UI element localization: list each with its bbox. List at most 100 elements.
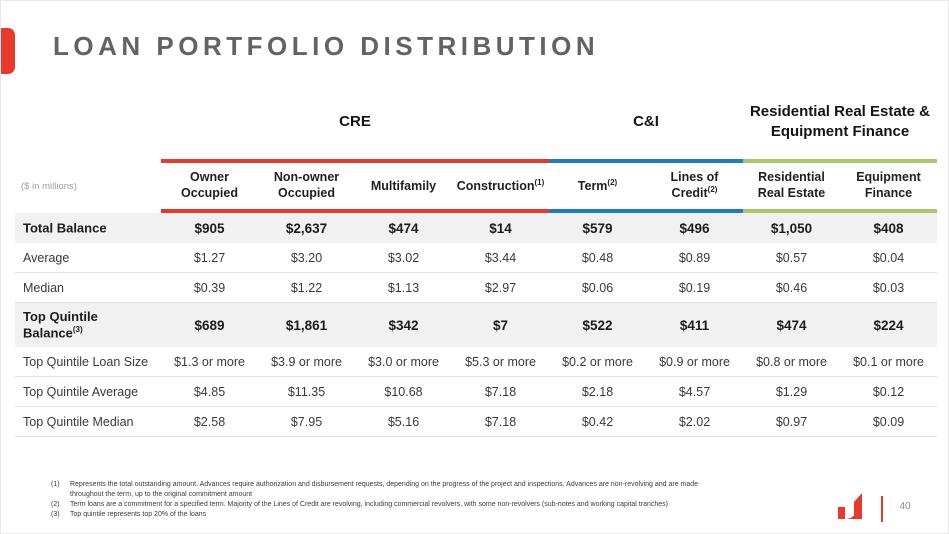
- cell: $5.16: [387, 414, 420, 429]
- footnote-number: (2): [51, 501, 60, 509]
- cell: $1,861: [285, 317, 328, 333]
- footnote-number: (1): [51, 481, 60, 488]
- group-header-ci: C&I: [633, 112, 659, 130]
- page-title: LOAN PORTFOLIO DISTRIBUTION: [53, 31, 600, 61]
- cell: $2.58: [193, 414, 226, 429]
- table-row-top-quintile-loan-size: Top Quintile Loan Size $1.3 or more $3.9…: [15, 347, 937, 377]
- col-header-label: Lines of Credit: [670, 169, 719, 201]
- group-header-cre: CRE: [339, 112, 371, 130]
- group-header-row: CRE C&I Residential Real Estate & Equipm…: [15, 84, 937, 159]
- cell: $0.57: [775, 250, 808, 265]
- row-label: Top Quintile Average: [23, 385, 139, 400]
- cell: $11.35: [287, 384, 326, 399]
- cell: $905: [194, 220, 225, 236]
- cell: $522: [582, 317, 613, 333]
- col-header-label: Construction: [456, 178, 535, 193]
- cell: $0.19: [678, 280, 711, 295]
- row-label: Total Balance: [23, 220, 107, 236]
- col-header-term: Term(2): [549, 178, 646, 195]
- cell: $1.13: [387, 280, 420, 295]
- group-color-bar-top: [15, 159, 937, 163]
- cell: $496: [679, 220, 710, 236]
- row-label: Average: [23, 251, 70, 266]
- col-header-residential-real-estate: Residential Real Estate: [743, 170, 840, 202]
- row-label: Top Quintile Loan Size: [23, 355, 149, 370]
- cell: $0.1 or more: [853, 354, 924, 369]
- footnote-1: (1) Represents the total outstanding amo…: [51, 480, 719, 500]
- cell: $1.27: [193, 250, 226, 265]
- col-header-label: Residential Real Estate: [757, 169, 826, 201]
- group-header-residential-equipment: Residential Real Estate & Equipment Fina…: [749, 103, 931, 140]
- cell: $3.02: [387, 250, 420, 265]
- col-header-owner-occupied: Owner Occupied: [161, 170, 258, 202]
- cell: $342: [388, 317, 419, 333]
- col-header-construction: Construction(1): [452, 178, 549, 195]
- ci-bar-segment: [549, 159, 743, 163]
- cell: $10.68: [384, 384, 423, 399]
- cell: $579: [582, 220, 613, 236]
- title-accent-bar: [1, 28, 15, 74]
- cell: $0.12: [872, 384, 905, 399]
- cell: $0.89: [678, 250, 711, 265]
- company-logo-icon: [838, 493, 862, 519]
- cell: $7.18: [484, 414, 517, 429]
- cell: $408: [873, 220, 904, 236]
- bar-spacer: [15, 209, 161, 213]
- cell: $2.18: [581, 384, 614, 399]
- col-header-non-owner-occupied: Non-owner Occupied: [258, 170, 355, 202]
- footnote-3: (3) Top quintile represents top 20% of t…: [51, 510, 719, 520]
- table-row-total-balance: Total Balance $905 $2,637 $474 $14 $579 …: [15, 213, 937, 243]
- cell: $4.57: [678, 384, 711, 399]
- cell: $5.3 or more: [465, 354, 536, 369]
- cell: $1,050: [770, 220, 813, 236]
- table-row-average: Average $1.27 $3.20 $3.02 $3.44 $0.48 $0…: [15, 243, 937, 273]
- col-header-label: Multifamily: [370, 178, 437, 193]
- cell: $0.2 or more: [562, 354, 633, 369]
- footnote-ref: (1): [534, 177, 545, 187]
- cell: $0.42: [581, 414, 614, 429]
- cell: $224: [873, 317, 904, 333]
- cell: $7.18: [484, 384, 517, 399]
- cell: $1.22: [290, 280, 323, 295]
- cell: $3.20: [290, 250, 323, 265]
- footer-divider: [881, 496, 883, 522]
- col-header-label: Non-owner Occupied: [273, 169, 340, 201]
- footnote-ref: (2): [607, 177, 618, 187]
- cell: $1.29: [775, 384, 808, 399]
- cell: $2.97: [484, 280, 517, 295]
- cell: $7.95: [290, 414, 323, 429]
- col-header-equipment-finance: Equipment Finance: [840, 170, 937, 202]
- table-row-median: Median $0.39 $1.22 $1.13 $2.97 $0.06 $0.…: [15, 273, 937, 303]
- row-label: Top Quintile Balance(3): [23, 308, 98, 341]
- table-row-top-quintile-median: Top Quintile Median $2.58 $7.95 $5.16 $7…: [15, 407, 937, 437]
- col-header-label: Term: [577, 178, 608, 193]
- cell: $0.04: [872, 250, 905, 265]
- cell: $411: [679, 317, 710, 333]
- rre-bar-segment: [743, 209, 937, 213]
- row-label: Top Quintile Median: [23, 415, 134, 430]
- cell: $0.09: [872, 414, 905, 429]
- footnote-text: Represents the total outstanding amount.…: [70, 481, 699, 499]
- cell: $2.02: [678, 414, 711, 429]
- footnote-text: Top quintile represents top 20% of the l…: [70, 511, 207, 519]
- group-color-bar-bottom: [15, 209, 937, 213]
- cell: $0.39: [193, 280, 226, 295]
- col-header-label: Equipment Finance: [856, 169, 921, 201]
- column-header-row: ($ in millions) Owner Occupied Non-owner…: [15, 163, 937, 209]
- col-header-label: Owner Occupied: [181, 169, 238, 201]
- cre-bar-segment: [161, 209, 549, 213]
- cell: $2,637: [285, 220, 328, 236]
- cell: $0.03: [872, 280, 905, 295]
- cell: $0.9 or more: [659, 354, 730, 369]
- ci-bar-segment: [549, 209, 743, 213]
- bar-spacer: [15, 159, 161, 163]
- cell: $3.44: [484, 250, 517, 265]
- col-header-lines-of-credit: Lines of Credit(2): [646, 170, 743, 202]
- footnotes: (1) Represents the total outstanding amo…: [51, 480, 719, 521]
- table-row-top-quintile-balance: Top Quintile Balance(3) $689 $1,861 $342…: [15, 303, 937, 347]
- cell: $689: [194, 317, 225, 333]
- footnote-number: (3): [51, 511, 60, 519]
- cell: $0.06: [581, 280, 614, 295]
- rre-bar-segment: [743, 159, 937, 163]
